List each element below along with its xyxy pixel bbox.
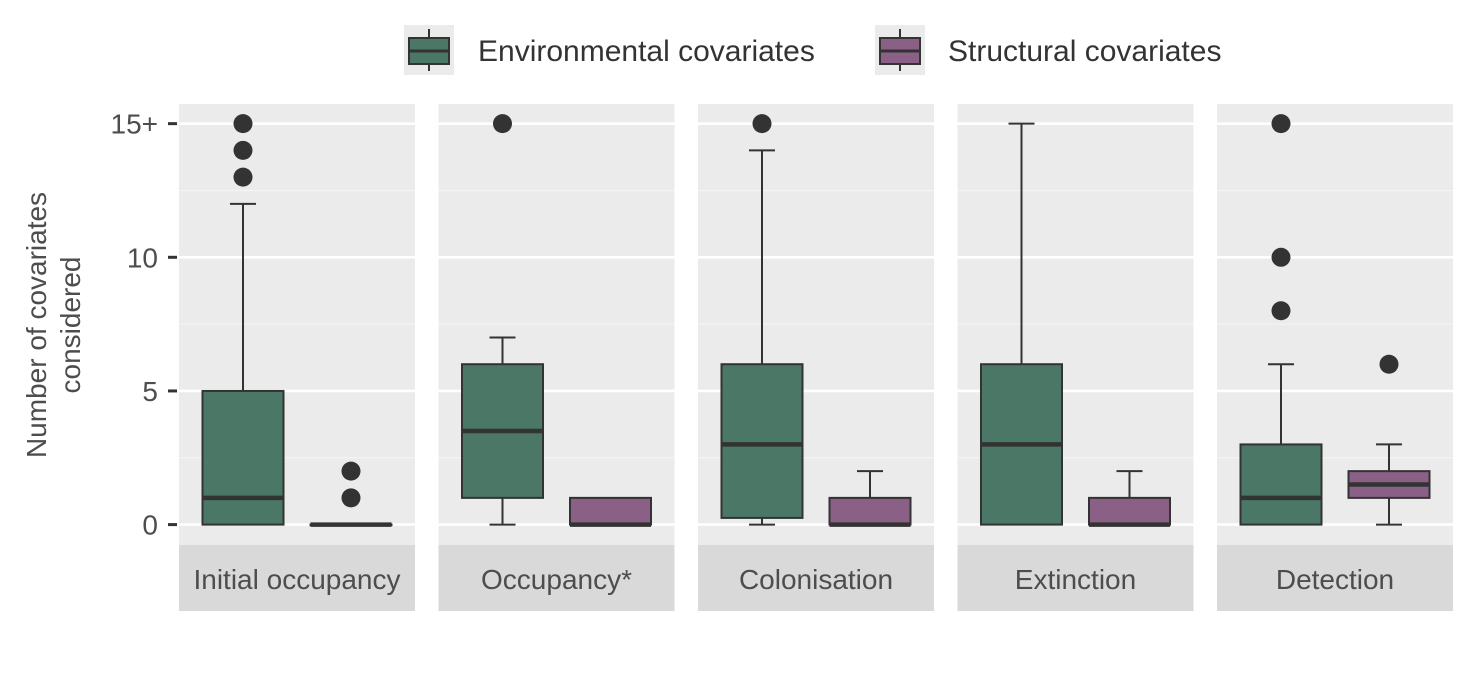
box-environmental — [720, 114, 804, 526]
outlier-point — [752, 114, 772, 134]
outlier-point — [341, 488, 361, 508]
box-rect — [201, 389, 285, 526]
outlier-point — [1271, 114, 1291, 134]
legend-label: Structural covariates — [948, 35, 1221, 68]
y-tick-label: 15+ — [111, 109, 159, 140]
box-rect — [828, 496, 912, 526]
facet-panel: Occupancy* — [438, 104, 675, 611]
outlier-point — [493, 114, 512, 134]
facet-strip — [1217, 545, 1453, 611]
y-axis-title-line: Number of covariates — [21, 192, 52, 458]
y-axis-title-line: considered — [55, 257, 86, 394]
box-structural — [1347, 354, 1431, 526]
facet-panels: Initial occupancy Occupancy* Colonisation E… — [179, 104, 1453, 611]
outlier-point — [233, 140, 253, 160]
box-environmental — [461, 114, 544, 526]
facet-strip-label: Colonisation — [739, 564, 893, 595]
box-structural — [569, 496, 652, 527]
box-environmental — [1239, 114, 1323, 526]
facet-strip — [957, 545, 1194, 611]
facet-strip — [438, 545, 675, 611]
facet-panel: Colonisation — [698, 104, 934, 611]
y-axis-label: Number of covariates considered — [21, 192, 86, 458]
facet-strip-label: Occupancy* — [481, 564, 632, 595]
outlier-point — [233, 167, 253, 187]
facet-strip — [698, 545, 934, 611]
y-axis: 0 5 10 15+ — [111, 109, 177, 541]
outlier-point — [1271, 301, 1291, 321]
facet-strip — [179, 545, 415, 611]
legend-item: Environmental covariates — [404, 25, 815, 75]
box-rect — [569, 496, 652, 526]
box-environmental — [980, 122, 1063, 526]
facet-strip-label: Detection — [1276, 564, 1394, 595]
y-axis-title: Number of covariates considered — [21, 192, 86, 458]
box-structural — [1088, 470, 1171, 527]
box-rect — [1088, 496, 1171, 526]
facet-strip-label: Extinction — [1015, 564, 1136, 595]
box-structural — [309, 461, 393, 527]
legend-item: Structural covariates — [875, 25, 1221, 75]
outlier-point — [1379, 354, 1399, 374]
box-rect — [720, 363, 804, 519]
box-structural — [828, 470, 912, 527]
y-tick-label: 5 — [142, 376, 158, 407]
outlier-point — [1271, 247, 1291, 267]
y-tick-label: 10 — [127, 242, 158, 273]
box-environmental — [201, 114, 285, 526]
legend-label: Environmental covariates — [478, 35, 815, 68]
y-tick-label: 0 — [142, 510, 158, 541]
legend: Environmental covariates Structural covar… — [404, 25, 1221, 75]
outlier-point — [341, 461, 361, 481]
facet-panel: Initial occupancy — [179, 104, 415, 611]
facet-panel: Extinction — [957, 104, 1194, 611]
outlier-point — [233, 114, 253, 134]
box-rect — [1239, 443, 1323, 526]
facet-panel: Detection — [1217, 104, 1453, 611]
facet-strip-label: Initial occupancy — [193, 564, 400, 595]
